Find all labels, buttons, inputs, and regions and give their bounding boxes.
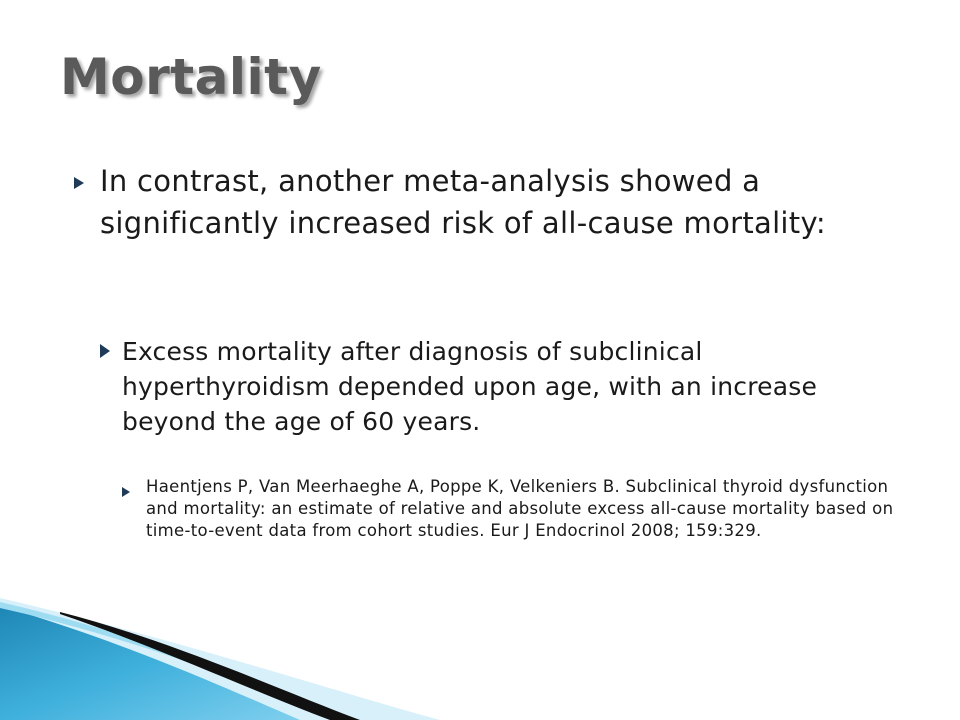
slide-title: Mortality [60, 48, 322, 106]
citation-bullet: Haentjens P, Van Meerhaeghe A, Poppe K, … [122, 476, 912, 542]
swoosh-black-stroke [60, 612, 360, 720]
triangle-bullet-icon [100, 343, 122, 362]
triangle-bullet-icon [74, 174, 100, 193]
swoosh-highlight-stripe [0, 602, 340, 720]
swoosh-light-band [0, 598, 440, 720]
bullet-level-1: In contrast, another meta-analysis showe… [74, 160, 894, 244]
triangle-bullet-icon [122, 482, 146, 501]
citation-text: Haentjens P, Van Meerhaeghe A, Poppe K, … [146, 477, 894, 540]
bullet-text: Excess mortality after diagnosis of subc… [122, 337, 818, 436]
bullet-text: In contrast, another meta-analysis showe… [100, 164, 826, 240]
swoosh-blue-band [0, 606, 300, 720]
bullet-level-2: Excess mortality after diagnosis of subc… [100, 334, 880, 439]
